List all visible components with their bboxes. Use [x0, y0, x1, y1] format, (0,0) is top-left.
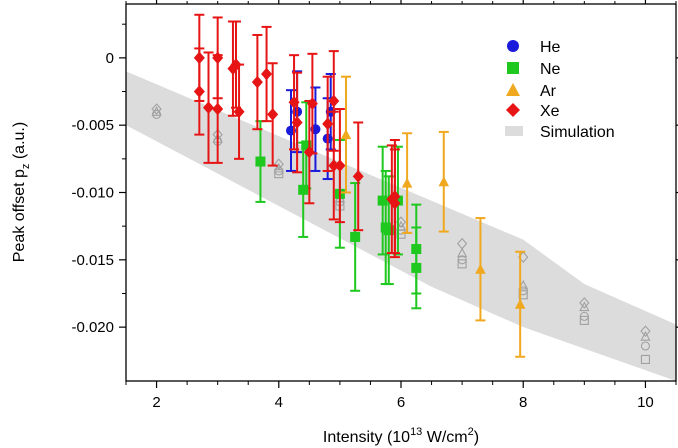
simulation-point — [579, 301, 590, 312]
data-point — [328, 159, 340, 172]
y-tick-label: -0.010 — [71, 185, 114, 202]
y-tick-label: 0 — [106, 50, 114, 67]
y-axis-title: Peak offset pz (a.u.) — [11, 122, 32, 262]
simulation-point — [640, 325, 651, 338]
series-ar — [340, 75, 526, 358]
legend: He Ne Ar Xe Simulation — [505, 39, 615, 141]
simulation-point — [640, 341, 650, 351]
data-point — [411, 262, 422, 273]
data-point — [401, 177, 413, 188]
data-point — [475, 263, 486, 274]
data-point — [389, 197, 401, 210]
simulation-point — [579, 297, 590, 309]
x-tick-label: 8 — [519, 394, 527, 411]
simulation-point — [152, 109, 162, 119]
data-point — [203, 101, 214, 114]
x-tick-label: 6 — [397, 394, 405, 411]
simulation-point — [579, 315, 589, 325]
data-point — [389, 190, 401, 203]
x-tick-label: 10 — [637, 394, 654, 411]
data-point — [303, 145, 315, 159]
data-point — [334, 159, 346, 172]
x-axis-title: Intensity (1013 W/cm2) — [323, 426, 479, 446]
simulation-point — [640, 354, 650, 365]
data-point — [212, 51, 224, 65]
legend-label-simulation: Simulation — [540, 124, 615, 141]
data-point — [411, 244, 422, 255]
data-point — [261, 67, 273, 81]
legend-marker-simulation — [505, 126, 523, 136]
y-tick-label: -0.015 — [71, 252, 114, 269]
data-point — [438, 176, 450, 187]
simulation-point — [457, 247, 468, 258]
legend-label-ar: Ar — [540, 83, 557, 100]
data-point — [322, 117, 334, 131]
simulation-point — [151, 103, 162, 115]
data-point — [350, 231, 361, 242]
data-point — [514, 298, 526, 309]
data-point — [212, 102, 224, 116]
y-tick-label: -0.020 — [71, 319, 114, 336]
data-point — [233, 105, 245, 118]
series-xe — [193, 13, 401, 259]
data-point — [267, 108, 279, 121]
y-tick-label: -0.005 — [71, 117, 114, 134]
data-point — [251, 75, 263, 89]
data-point — [288, 96, 300, 109]
axis-layer: 2 4 6 8 10 0 -0.005 -0.010 -0.015 -0.020 — [71, 0, 678, 411]
data-point — [255, 156, 266, 167]
x-tick-label: 4 — [275, 394, 283, 411]
legend-marker-xe — [506, 103, 520, 117]
data-point — [291, 116, 303, 129]
simulation-point — [274, 169, 284, 179]
simulation-point — [457, 259, 467, 269]
legend-marker-ne — [507, 62, 519, 74]
data-series-layer — [193, 13, 526, 358]
legend-label-he: He — [540, 39, 561, 56]
data-point — [383, 225, 394, 236]
data-point — [352, 170, 364, 183]
data-point — [193, 85, 205, 98]
data-point — [230, 58, 242, 71]
legend-marker-he — [507, 40, 519, 52]
legend-label-xe: Xe — [540, 103, 560, 120]
data-point — [306, 97, 318, 110]
x-tick-label: 2 — [152, 394, 160, 411]
data-point — [328, 94, 340, 108]
data-point — [298, 184, 309, 195]
data-point — [193, 51, 205, 65]
data-point — [377, 195, 388, 206]
data-point — [301, 140, 312, 151]
simulation-point — [640, 330, 651, 341]
legend-marker-ar — [506, 83, 520, 96]
legend-label-ne: Ne — [540, 61, 561, 78]
data-point — [340, 129, 352, 140]
